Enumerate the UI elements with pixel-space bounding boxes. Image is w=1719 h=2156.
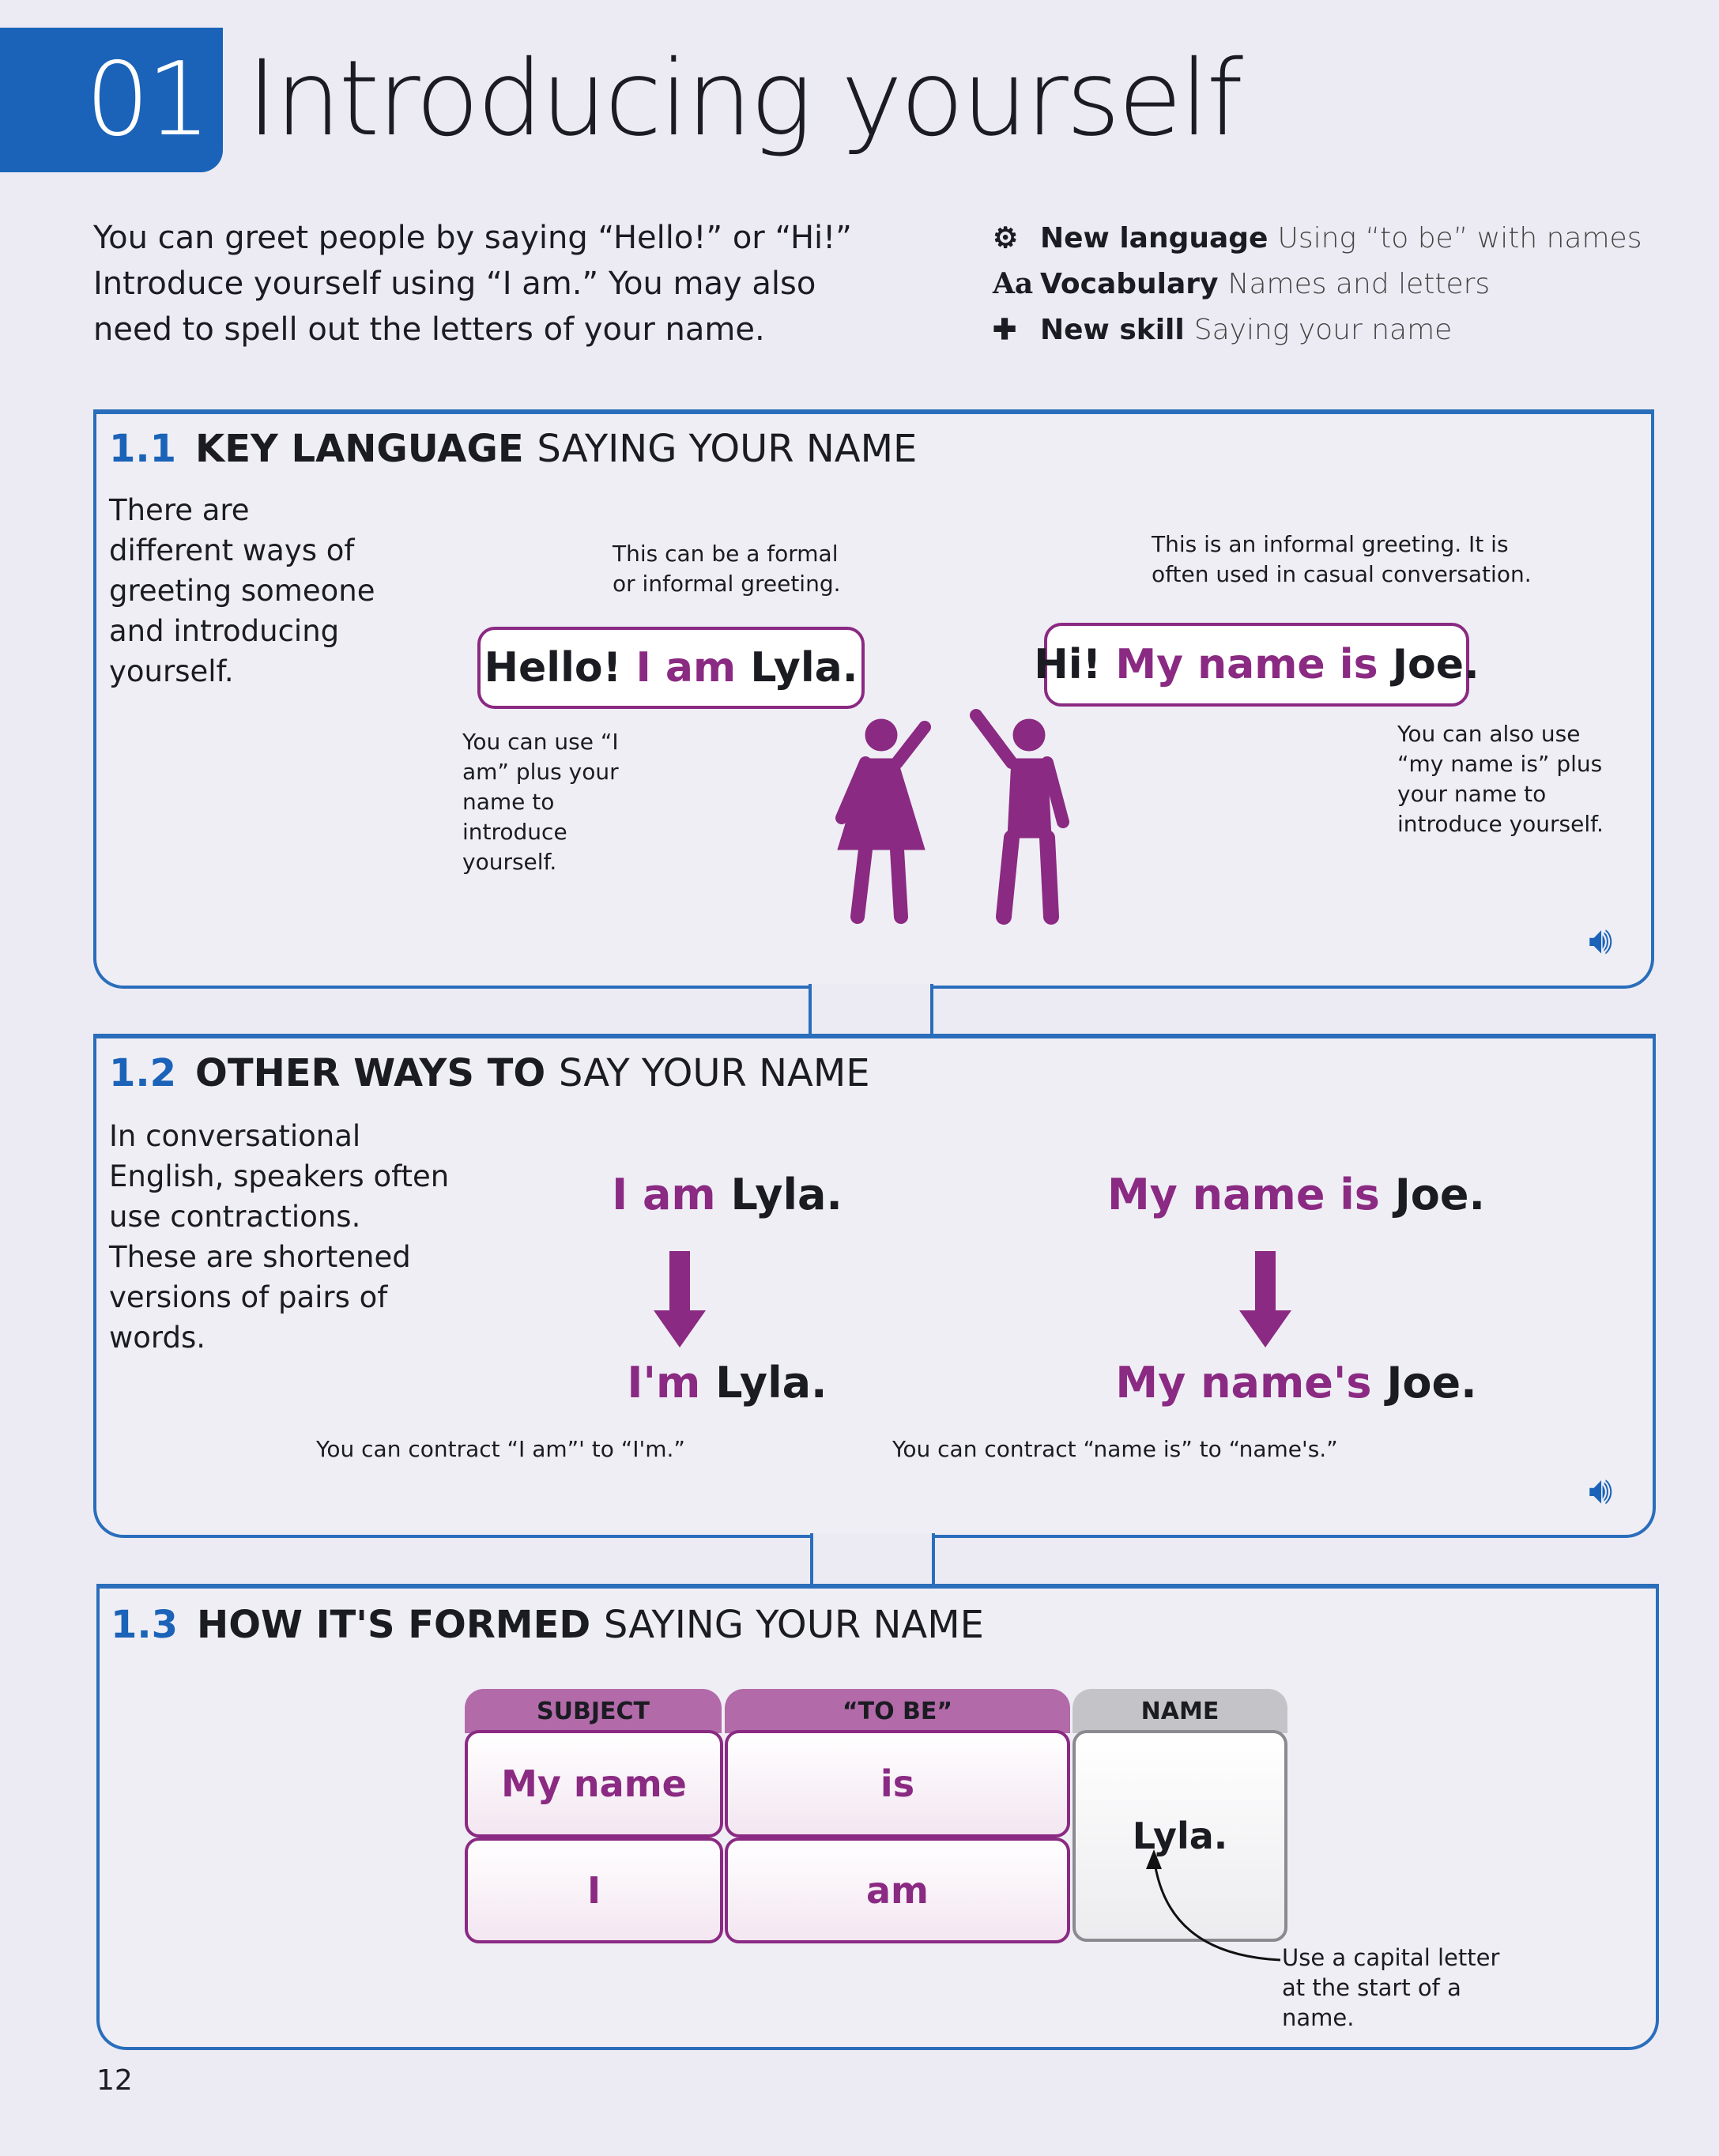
phrase-my-name-is: My name is Joe. [1106,1170,1486,1219]
section-heading: 1.2 OTHER WAYS TO SAY YOUR NAME [109,1051,870,1095]
pointer-arrow [1146,1849,1281,1962]
audio-speaker-icon[interactable]: 🔊︎ [1589,1468,1613,1513]
meta-desc: Using “to be” with names [1277,222,1642,254]
annotation: This can be a formal or informal greetin… [613,541,841,597]
table-cell: is [725,1730,1070,1838]
meta-label: New language [1040,222,1269,254]
intro-text: You can greet people by saying “Hello!” … [93,220,852,348]
connector [810,1533,935,1589]
speech-bubble-joe: Hi! My name is Joe. [1034,623,1480,707]
audio-speaker-icon[interactable]: 🔊︎ [1589,918,1613,963]
annotation: You can also use “my name is” plus your … [1397,721,1604,837]
name-cell: Lyla. [1072,1730,1287,1942]
gears-icon: ⚙ [993,221,1019,254]
page-number: 12 [96,2064,133,2097]
section-description: There are different ways of greeting som… [109,493,375,688]
down-arrow-icon [654,1251,706,1348]
meta-new-language: ⚙ New language Using “to be” with names [993,215,1642,262]
page-title: Introducing yourself [247,38,1243,160]
meta-desc: Names and letters [1227,268,1491,300]
table-cell: My name [465,1730,723,1838]
column-header-subject: SUBJECT [465,1689,722,1733]
phrase-my-names: My name's Joe. [1115,1358,1477,1408]
annotation: You can contract “I am”' to “I'm.” [316,1436,685,1462]
annotation: You can contract “name is” to “name's.” [892,1436,1338,1462]
phrase-im: I'm Lyla. [627,1358,827,1408]
meta-new-skill: ✚ New skill Saying your name [993,307,1452,353]
man-head [1012,718,1046,752]
chapter-number: 01 [0,28,223,172]
table-cell: I [465,1838,723,1943]
puzzle-icon: ✚ [993,313,1017,346]
aa-icon: Aa [993,267,1034,300]
connector [809,984,933,1038]
annotation: This is an informal greeting. It is ofte… [1152,531,1532,587]
section-heading: 1.1 KEY LANGUAGE SAYING YOUR NAME [109,427,918,471]
woman-head [865,718,898,752]
table-cell: am [725,1838,1070,1943]
meta-label: Vocabulary [1040,268,1219,300]
meta-desc: Saying your name [1193,314,1453,346]
section-description: In conversational English, speakers ofte… [109,1119,450,1355]
people-illustration [835,709,1069,925]
column-header-name: NAME [1072,1689,1287,1733]
annotation: Use a capital letter at the start of a n… [1282,1944,1500,2031]
column-header-to-be: “TO BE” [725,1689,1070,1733]
down-arrow-icon [1239,1251,1291,1348]
meta-vocabulary: Aa Vocabulary Names and letters [993,261,1490,307]
section-heading: 1.3 HOW IT'S FORMED SAYING YOUR NAME [111,1603,984,1647]
section-1-2-box [93,1034,1656,1538]
speech-bubble-lyla: Hello! I am Lyla. [477,627,865,709]
annotation: You can use “I am” plus your name to int… [462,729,619,875]
meta-label: New skill [1040,314,1185,346]
phrase-i-am: I am Lyla. [612,1170,843,1219]
